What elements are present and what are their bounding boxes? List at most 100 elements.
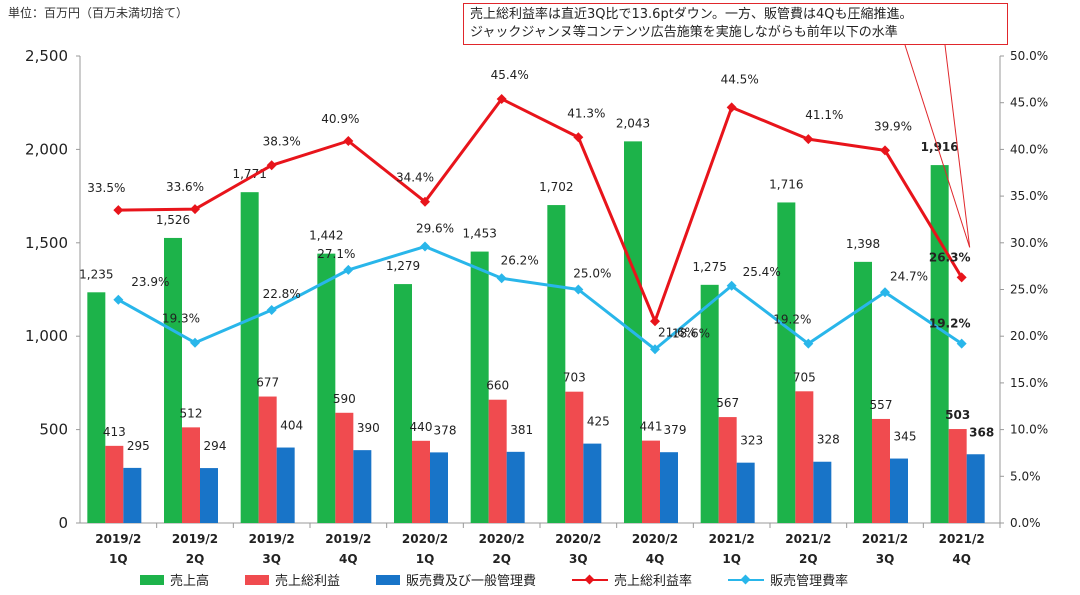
bar-value-label-gross-profit: 677 [256,376,279,390]
bar-value-label-sales: 1,526 [156,213,190,227]
bar-value-label-gross-profit: 567 [716,396,739,410]
bar-sga [890,458,908,523]
legend: 売上高 売上総利益 販売費及び一般管理費 売上総利益率 販売管理費率 [140,570,884,589]
x-category-label-quarter: 2Q [799,552,818,566]
legend-item-gross-profit: 売上総利益 [245,570,340,589]
bar-value-label-sales: 1,275 [692,260,726,274]
line-value-label-gross-margin: 45.4% [491,68,529,82]
line-value-label-gross-margin: 26.3% [929,250,971,264]
bar-value-label-gross-profit: 660 [486,379,509,393]
bar-gross-profit [488,399,507,523]
bar-sga [506,451,525,523]
bar-value-label-gross-profit: 705 [793,370,816,384]
bar-value-label-sga: 404 [280,419,303,433]
line-marker-sga-ratio [573,284,584,295]
bar-value-label-sales: 1,279 [386,259,420,273]
bar-sales [470,251,489,524]
bar-value-label-gross-profit: 503 [945,408,970,422]
bar-gross-profit [182,427,200,523]
bar-sga [276,447,295,523]
line-value-label-sga-ratio: 25.4% [743,265,781,279]
bar-sga [123,467,142,523]
line-marker-sga-ratio [726,280,737,291]
legend-swatch-sales [140,574,164,585]
line-marker-gross-margin [343,135,354,146]
bar-sga [430,452,448,523]
line-value-label-gross-margin: 21.6% [658,325,696,339]
bar-sales [164,237,182,523]
y-left-tick-label: 1,000 [25,327,68,345]
line-value-label-gross-margin: 33.6% [166,180,204,194]
legend-item-sales: 売上高 [140,570,209,589]
line-value-label-sga-ratio: 27.1% [317,247,355,261]
bar-gross-profit [105,445,124,523]
x-category-label-year: 2021/2 [785,532,831,546]
x-category-label-year: 2020/2 [479,532,525,546]
bar-value-label-gross-profit: 557 [870,398,893,412]
line-value-label-gross-margin: 41.3% [567,106,605,120]
legend-item-gross-margin: 売上総利益率 [572,570,692,589]
x-category-label-quarter: 3Q [262,552,281,566]
line-marker-gross-margin [113,205,124,216]
legend-label-sales: 売上高 [170,574,210,589]
bar-value-label-sga: 328 [817,433,840,447]
bar-value-label-sga: 378 [434,423,457,437]
bar-value-label-sales: 1,916 [921,140,959,154]
bar-gross-profit [948,429,967,523]
x-category-label-quarter: 2Q [492,552,511,566]
bar-gross-profit [872,418,890,523]
x-category-label-quarter: 4Q [339,552,358,566]
bar-gross-profit [565,391,584,523]
x-category-label-quarter: 2Q [186,552,205,566]
line-value-label-gross-margin: 40.9% [321,112,359,126]
bar-sales [547,205,566,523]
bar-value-label-sales: 2,043 [616,116,650,130]
line-value-label-gross-margin: 33.5% [87,181,125,195]
bar-value-label-sales: 1,771 [232,167,266,181]
line-gross-margin [118,97,963,323]
bar-value-label-sga: 368 [969,425,994,439]
line-value-label-sga-ratio: 25.0% [573,267,611,281]
x-category-label-year: 2019/2 [249,532,295,546]
legend-item-sga-ratio: 販売管理費率 [728,570,848,589]
line-marker-gross-margin [190,204,200,215]
y-right-tick-label: 15.0% [1010,376,1048,390]
line-value-label-gross-margin: 44.5% [721,72,759,86]
line-marker-sga-ratio [880,287,890,298]
y-right-tick-label: 0.0% [1010,516,1041,530]
bar-value-label-sga: 390 [357,421,380,435]
legend-swatch-gross-profit [245,574,270,585]
line-marker-gross-margin [956,272,967,283]
bar-value-label-sga: 425 [587,415,610,429]
bar-gross-profit [795,391,814,523]
unit-note: 単位：百万円（百万未満切捨て） [8,6,189,20]
x-category-label-year: 2019/2 [95,532,141,546]
line-marker-sga-ratio [420,241,430,252]
x-category-label-year: 2019/2 [325,532,371,546]
x-category-label-quarter: 4Q [646,552,665,566]
line-marker-gross-margin [803,134,814,145]
x-category-label-year: 2020/2 [632,532,678,546]
y-right-tick-label: 35.0% [1010,189,1048,203]
bar-gross-profit [335,412,354,523]
line-marker-sga-ratio [956,338,967,349]
bar-value-label-gross-profit: 441 [640,420,663,434]
y-right-tick-label: 5.0% [1010,469,1041,483]
bar-value-label-gross-profit: 703 [563,371,586,385]
line-marker-gross-margin [266,160,277,171]
bar-value-label-sga: 379 [664,423,687,437]
y-right-tick-label: 45.0% [1010,96,1048,110]
callout-pointer [944,44,971,248]
line-value-label-sga-ratio: 18.6% [672,326,710,340]
bar-gross-profit [412,440,430,523]
y-right-tick-label: 25.0% [1010,283,1048,297]
legend-label-gross-margin: 売上総利益率 [614,574,693,589]
legend-label-sga-ratio: 販売管理費率 [770,574,849,589]
y-right-tick-label: 30.0% [1010,236,1048,250]
bar-value-label-sga: 294 [204,439,227,453]
bar-sales [394,284,412,523]
bar-sga [200,468,218,523]
legend-swatch-sga [376,574,401,585]
line-value-label-sga-ratio: 19.2% [929,317,971,331]
